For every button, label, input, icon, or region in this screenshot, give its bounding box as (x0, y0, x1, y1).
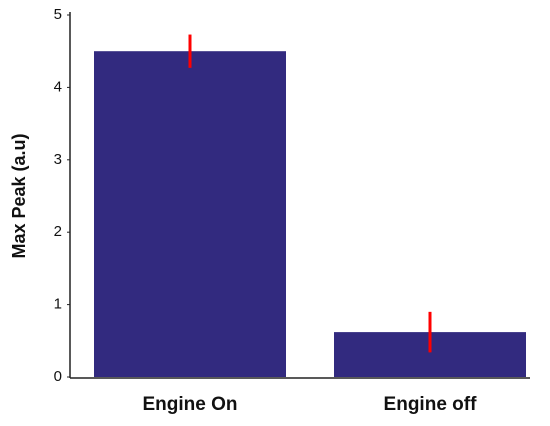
bar (94, 51, 286, 377)
y-tick-label: 4 (54, 78, 62, 95)
y-axis-label: Max Peak (a.u) (9, 133, 29, 258)
y-tick-label: 5 (54, 6, 62, 23)
y-tick-label: 0 (54, 368, 62, 385)
y-tick-label: 1 (54, 296, 62, 313)
x-tick-label: Engine off (384, 394, 478, 415)
y-tick-label: 3 (54, 151, 62, 168)
y-tick-label: 2 (54, 223, 62, 240)
x-tick-label: Engine On (143, 394, 238, 415)
